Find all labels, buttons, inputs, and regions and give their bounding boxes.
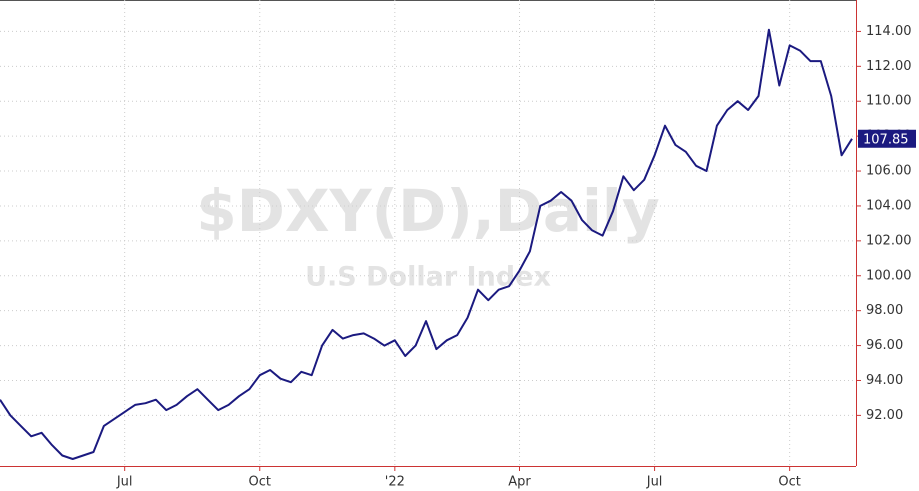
y-tick-label: 114.00 bbox=[866, 24, 912, 39]
last-value-box bbox=[858, 129, 916, 148]
y-tick-label: 102.00 bbox=[866, 233, 912, 248]
y-tick-label: 104.00 bbox=[866, 198, 912, 213]
x-tick-label: Oct bbox=[249, 475, 271, 490]
y-tick-label: 94.00 bbox=[866, 373, 903, 388]
x-tick-label: '22 bbox=[385, 475, 405, 490]
x-tick-label: Oct bbox=[778, 475, 800, 490]
x-tick-label: Apr bbox=[508, 475, 531, 490]
y-tick-label: 100.00 bbox=[866, 268, 912, 283]
x-tick-label: Jul bbox=[116, 475, 133, 490]
y-tick-label: 110.00 bbox=[866, 94, 912, 109]
x-tick-label: Jul bbox=[646, 475, 663, 490]
last-value-label: 107.85 bbox=[863, 132, 909, 147]
price-line bbox=[0, 28, 853, 460]
chart-subtitle: U.S Dollar Index bbox=[305, 262, 551, 293]
y-tick-label: 96.00 bbox=[866, 338, 903, 353]
y-tick-label: 106.00 bbox=[866, 164, 912, 179]
y-tick-label: 92.00 bbox=[866, 408, 903, 423]
y-tick-label: 98.00 bbox=[866, 303, 903, 318]
chart-title: $DXY(D),Daily bbox=[196, 177, 659, 245]
y-tick-label: 112.00 bbox=[866, 59, 912, 74]
